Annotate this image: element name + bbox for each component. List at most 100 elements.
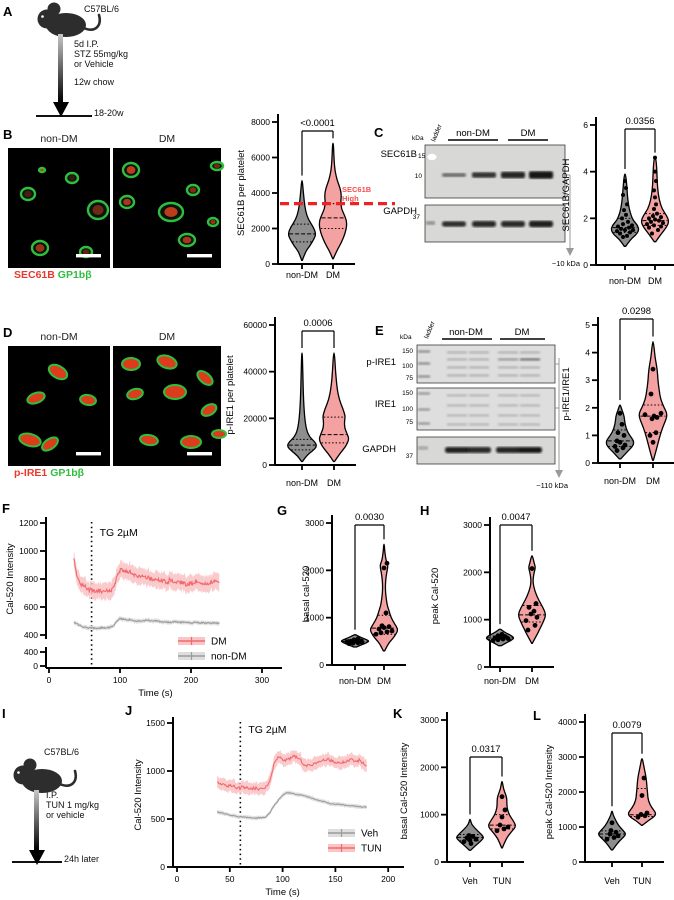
- marker-label: 75: [406, 375, 414, 382]
- blot-band: [498, 404, 518, 407]
- y-tick-label: 600: [24, 602, 38, 612]
- line-chart-f: 400 600 800 1000 1200 0 400 0 100 200 300 Time (s) C…: [5, 517, 282, 699]
- y-tick-label: 4: [585, 348, 590, 358]
- category-label: Veh: [604, 876, 620, 886]
- y-tick-label: 1000: [463, 615, 482, 625]
- category-label: DM: [326, 270, 340, 280]
- pvalue-label: 0.0079: [612, 720, 641, 731]
- x-axis-label: Time (s): [265, 887, 299, 898]
- red-stain: [126, 166, 136, 174]
- micrograph-d-nondm: [8, 346, 110, 466]
- y-tick-label: 1000: [19, 546, 38, 556]
- data-point: [608, 828, 614, 833]
- endpoint-label-i: 24h later: [64, 854, 100, 864]
- violin-chart-b: 0 2000 4000 6000 8000 SEC61B per platelet non-…: [236, 114, 395, 280]
- blot-band: [520, 414, 540, 417]
- data-point: [653, 155, 657, 160]
- blot-band: [447, 374, 467, 377]
- platelet-cell: [18, 432, 42, 448]
- data-point: [616, 224, 620, 229]
- data-point: [495, 633, 501, 639]
- data-point: [639, 793, 645, 798]
- y-tick-label: 1000: [420, 810, 439, 820]
- red-stain: [213, 163, 221, 169]
- data-point: [383, 610, 389, 616]
- violin-shape: [287, 352, 317, 463]
- y-tick-label: 2000: [305, 565, 324, 575]
- data-point: [468, 841, 474, 846]
- y-tick-label: 2000: [420, 762, 439, 772]
- blot-band: [520, 404, 540, 407]
- blot-band: [469, 374, 489, 377]
- data-point: [651, 214, 655, 218]
- data-point: [623, 228, 627, 232]
- pvalue-label: 0.0356: [625, 116, 654, 127]
- cell-body: [18, 432, 42, 448]
- cell-body: [196, 370, 214, 386]
- data-point: [638, 812, 644, 817]
- protocol-step: or Vehicle: [74, 59, 114, 69]
- data-point: [531, 608, 537, 614]
- category-label: Veh: [462, 876, 478, 886]
- data-point: [501, 826, 507, 832]
- data-point: [647, 225, 651, 230]
- blot-band: [498, 394, 518, 397]
- stimulus-label: TG 2µM: [248, 724, 286, 736]
- data-point: [617, 410, 623, 416]
- data-point: [624, 186, 628, 190]
- category-label: TUN: [633, 876, 652, 886]
- blot-band: [447, 404, 467, 407]
- y-tick-label: 5: [585, 320, 590, 330]
- data-point: [473, 836, 479, 842]
- blot-band: [520, 358, 540, 361]
- marker-label: 75: [406, 419, 414, 426]
- data-point: [652, 188, 656, 193]
- y-tick-label: 1000: [146, 766, 165, 776]
- blot-band: [498, 358, 518, 361]
- red-stain: [40, 168, 44, 172]
- y-tick-label: 1000: [305, 613, 324, 623]
- size-arrow-head: [555, 470, 563, 478]
- red-stain: [24, 190, 32, 198]
- y-tick-label: 3000: [305, 518, 324, 528]
- panel-label-k: K: [393, 706, 403, 721]
- blot-band: [498, 414, 518, 417]
- y-tick-label: 4000: [558, 717, 577, 727]
- category-label: non-DM: [604, 476, 636, 486]
- y-tick-label: 0: [583, 260, 588, 270]
- blot-band: [472, 221, 496, 227]
- data-point: [656, 228, 660, 232]
- data-point: [649, 219, 653, 224]
- data-point: [654, 179, 658, 183]
- data-point: [386, 624, 392, 630]
- category-label: non-DM: [484, 676, 516, 686]
- cell-body: [79, 393, 97, 407]
- blot-band: [447, 366, 467, 369]
- y-axis-label: basal Cal-520 Intensity: [399, 742, 410, 839]
- y-tick-label: 8000: [251, 117, 270, 127]
- x-tick-label: 50: [225, 874, 235, 884]
- stain-red-label: SEC61B: [14, 269, 55, 281]
- violin-shape: [318, 142, 348, 260]
- strain-label-a: C57BL/6: [84, 4, 120, 14]
- platelet-cell: [126, 387, 144, 401]
- stain-green-label: GP1bβ: [57, 269, 92, 281]
- red-stain: [35, 244, 45, 252]
- violin-chart-k: 0 1000 2000 3000 basal Cal-520 Intensity Veh T…: [399, 712, 524, 886]
- red-stain: [68, 175, 76, 181]
- data-point: [622, 208, 626, 213]
- blot-band: [472, 172, 496, 178]
- data-point: [624, 212, 628, 217]
- legend-label: Veh: [361, 829, 378, 840]
- protocol-step: or vehicle: [46, 810, 85, 820]
- size-arrow: [565, 174, 571, 248]
- blot-band: [442, 173, 466, 177]
- marker-label: 10: [415, 173, 423, 180]
- violin-chart-d: 0 20000 40000 60000 p-IRE1 per platelet non-D…: [225, 317, 356, 488]
- down-arrow-icon: [29, 790, 45, 865]
- data-point: [502, 807, 508, 813]
- data-point: [499, 794, 505, 800]
- y-tick-label: 6000: [251, 153, 270, 163]
- pvalue-label: 0.0006: [303, 318, 332, 329]
- data-point: [499, 631, 505, 637]
